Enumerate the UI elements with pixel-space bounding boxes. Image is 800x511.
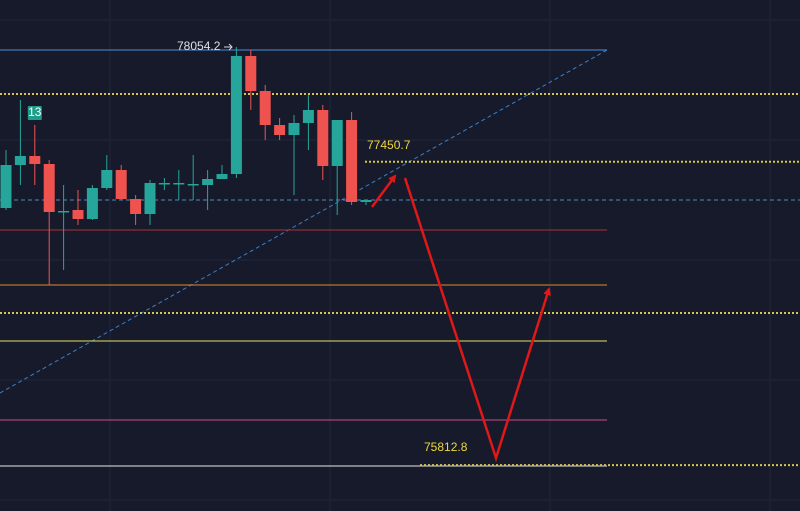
candle-body	[216, 174, 228, 179]
candle-body	[187, 184, 199, 186]
candle-body	[302, 110, 314, 123]
candle-body	[259, 91, 271, 125]
candle-body	[101, 170, 113, 188]
candle-body	[130, 199, 142, 214]
levels: 78054.2 77450.7 75812.8	[0, 39, 800, 467]
candle-body	[317, 110, 329, 166]
candle-body	[245, 56, 257, 91]
price-label: 75812.8	[424, 440, 468, 454]
candle-body	[86, 188, 98, 219]
price-label: 77450.7	[367, 138, 411, 152]
candle-body	[360, 200, 372, 202]
price-label: 78054.2	[177, 39, 221, 53]
candle-body	[346, 120, 358, 202]
candle-body	[58, 211, 70, 213]
candles: 13	[0, 47, 372, 285]
candle-body	[158, 183, 170, 185]
candle-body	[230, 56, 242, 174]
candle-body	[288, 123, 300, 135]
candle-body	[144, 183, 156, 214]
forecast-arrows	[370, 174, 552, 463]
candle-body	[115, 170, 127, 199]
marker-label: 13	[28, 105, 42, 119]
candle-body	[331, 120, 343, 166]
candle-body	[14, 156, 26, 165]
candle-body	[274, 125, 286, 135]
candle-body	[173, 183, 185, 185]
label-arrow	[224, 43, 233, 51]
candle-body	[202, 179, 214, 185]
marker-badge	[27, 106, 42, 120]
trend-line	[0, 49, 608, 394]
candle-body	[72, 210, 84, 219]
candle-body	[0, 165, 12, 208]
candle-body	[43, 164, 55, 212]
candle-body	[29, 156, 41, 164]
